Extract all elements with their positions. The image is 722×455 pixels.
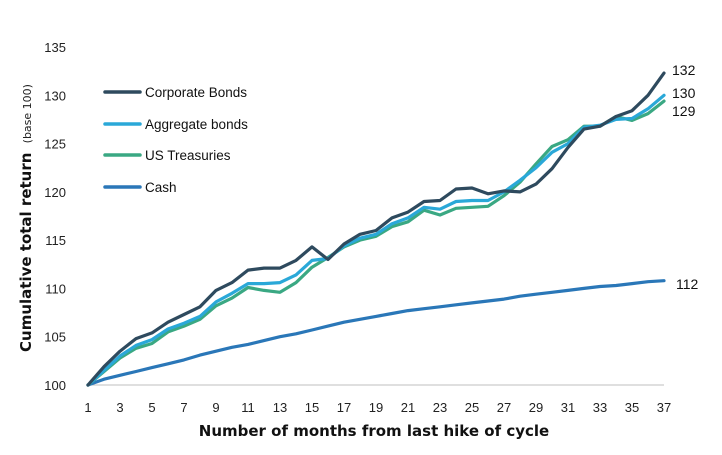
legend-label: US Treasuries bbox=[145, 148, 231, 163]
end-value-label: 112 bbox=[676, 276, 699, 292]
y-tick-label: 120 bbox=[44, 185, 66, 200]
legend-label: Aggregate bonds bbox=[145, 117, 248, 132]
y-tick-label: 110 bbox=[45, 281, 66, 296]
x-tick-label: 15 bbox=[305, 400, 319, 415]
x-tick-label: 25 bbox=[465, 400, 479, 415]
y-tick-label: 130 bbox=[44, 88, 66, 103]
x-tick-label: 31 bbox=[561, 400, 575, 415]
y-axis-title-sub: (base 100) bbox=[21, 84, 34, 143]
y-tick-label: 105 bbox=[44, 330, 66, 345]
y-axis-title: Cumulative total return (base 100) bbox=[17, 84, 35, 352]
x-tick-label: 7 bbox=[180, 400, 187, 415]
legend: Corporate Bonds Aggregate bonds US Treasur… bbox=[103, 85, 248, 195]
x-tick-label: 35 bbox=[625, 400, 639, 415]
y-axis-title-main: Cumulative total return bbox=[17, 153, 35, 352]
x-tick-label: 23 bbox=[433, 400, 447, 415]
end-value-label: 129 bbox=[672, 103, 696, 119]
x-tick-label: 29 bbox=[529, 400, 543, 415]
x-axis-title: Number of months from last hike of cycle bbox=[199, 422, 549, 440]
x-tick-label: 11 bbox=[241, 400, 255, 415]
x-tick-label: 1 bbox=[84, 400, 91, 415]
end-value-label: 132 bbox=[672, 62, 696, 78]
x-tick-label: 3 bbox=[116, 400, 123, 415]
series-line-us-treasuries bbox=[86, 99, 666, 387]
series-layer bbox=[86, 71, 666, 387]
y-tick-label: 100 bbox=[44, 378, 66, 393]
x-tick-label: 17 bbox=[337, 400, 351, 415]
x-tick-label: 27 bbox=[497, 400, 511, 415]
x-tick-label: 21 bbox=[401, 400, 415, 415]
y-tick-label: 135 bbox=[44, 40, 66, 55]
x-tick-label: 37 bbox=[657, 400, 671, 415]
legend-item: Cash bbox=[103, 180, 177, 195]
y-axis: 100 105 110 115 120 125 130 135 bbox=[44, 40, 66, 393]
legend-item: Corporate Bonds bbox=[103, 85, 247, 100]
y-tick-label: 125 bbox=[44, 137, 66, 152]
x-tick-label: 19 bbox=[369, 400, 383, 415]
end-labels: 132 130 129 112 bbox=[672, 62, 699, 292]
x-tick-label: 9 bbox=[212, 400, 219, 415]
end-value-label: 130 bbox=[672, 85, 696, 101]
x-tick-label: 5 bbox=[148, 400, 155, 415]
legend-item: US Treasuries bbox=[103, 148, 231, 163]
series-line-aggregate-bonds bbox=[86, 93, 666, 387]
legend-label: Cash bbox=[145, 180, 177, 195]
x-axis: 1 3 5 7 9 11 13 15 17 19 21 23 25 27 29 31 33 35 37 bbox=[84, 384, 671, 415]
series-line-corporate-bonds bbox=[86, 71, 666, 387]
legend-item: Aggregate bonds bbox=[103, 117, 248, 132]
legend-label: Corporate Bonds bbox=[145, 85, 247, 100]
y-tick-label: 115 bbox=[45, 233, 66, 248]
x-tick-label: 13 bbox=[273, 400, 287, 415]
series-line-cash bbox=[86, 279, 666, 387]
x-tick-label: 33 bbox=[593, 400, 607, 415]
